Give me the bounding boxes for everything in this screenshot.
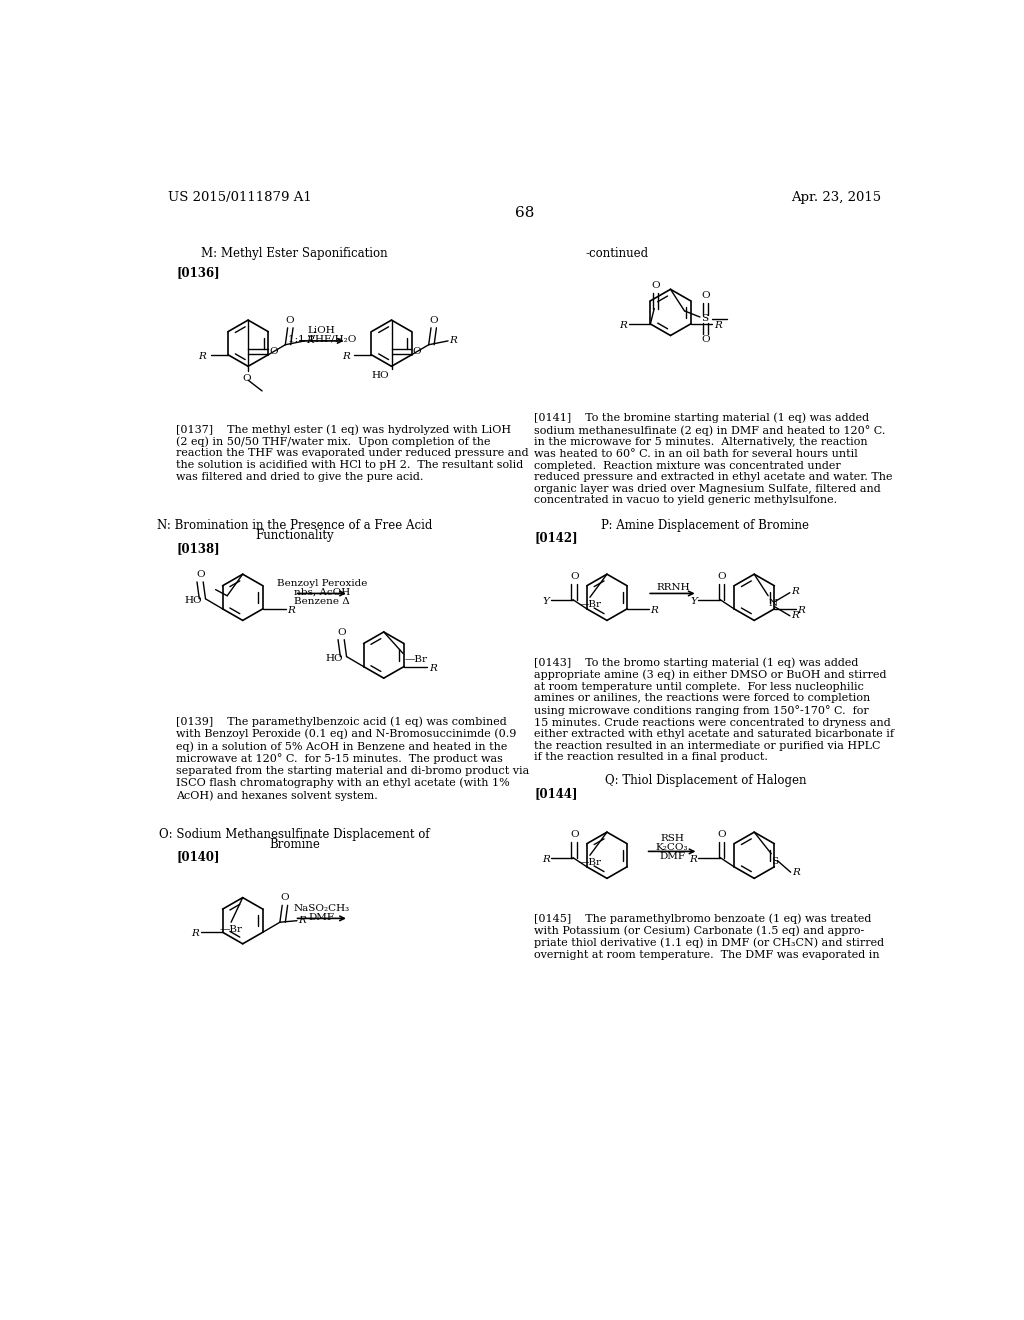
Text: —Br: —Br: [404, 655, 428, 664]
Text: R: R: [798, 606, 806, 615]
Text: R: R: [298, 916, 306, 925]
Text: HO: HO: [325, 653, 343, 663]
Text: HO: HO: [184, 595, 202, 605]
Text: R: R: [542, 854, 550, 863]
Text: RRNH: RRNH: [656, 582, 689, 591]
Text: [0145]    The paramethylbromo benzoate (1 eq) was treated
with Potassium (or Ces: [0145] The paramethylbromo benzoate (1 e…: [535, 913, 885, 960]
Text: R: R: [429, 664, 436, 673]
Text: O: O: [413, 347, 421, 356]
Text: R: R: [199, 352, 206, 360]
Text: R: R: [620, 321, 627, 330]
Text: O: O: [701, 292, 710, 300]
Text: P: Amine Displacement of Bromine: P: Amine Displacement of Bromine: [601, 519, 809, 532]
Text: M: Methyl Ester Saponification: M: Methyl Ester Saponification: [202, 247, 388, 260]
Text: R: R: [792, 611, 800, 620]
Text: —Br: —Br: [219, 924, 243, 933]
Text: R: R: [342, 352, 349, 360]
Text: S: S: [771, 857, 778, 866]
Text: Functionality: Functionality: [255, 529, 334, 541]
Text: US 2015/0111879 A1: US 2015/0111879 A1: [168, 190, 312, 203]
Text: O: O: [197, 570, 205, 578]
Text: DMF: DMF: [309, 913, 335, 921]
Text: O: O: [269, 347, 278, 356]
Text: S: S: [701, 314, 709, 323]
Text: DMF: DMF: [659, 853, 685, 861]
Text: O: Sodium Methanesulfinate Displacement of: O: Sodium Methanesulfinate Displacement …: [160, 829, 430, 841]
Text: [0137]    The methyl ester (1 eq) was hydrolyzed with LiOH
(2 eq) in 50/50 THF/w: [0137] The methyl ester (1 eq) was hydro…: [176, 424, 528, 482]
Text: 1:1 THF/H₂O: 1:1 THF/H₂O: [288, 335, 356, 343]
Text: —Br: —Br: [579, 599, 601, 609]
Text: O: O: [338, 627, 346, 636]
Text: RSH: RSH: [660, 834, 684, 842]
Text: R: R: [714, 321, 722, 330]
Text: R: R: [689, 854, 697, 863]
Text: O: O: [570, 830, 579, 840]
Text: R: R: [793, 867, 800, 876]
Text: R: R: [650, 606, 658, 615]
Text: O: O: [286, 315, 294, 325]
Text: LiOH: LiOH: [308, 326, 336, 335]
Text: HO: HO: [372, 371, 389, 380]
Text: O: O: [718, 830, 726, 840]
Text: K₂CO₃: K₂CO₃: [655, 843, 688, 851]
Text: Y: Y: [690, 597, 697, 606]
Text: O: O: [570, 572, 579, 581]
Text: O: O: [718, 572, 726, 581]
Text: N: Bromination in the Presence of a Free Acid: N: Bromination in the Presence of a Free…: [157, 519, 432, 532]
Text: Q: Thiol Displacement of Halogen: Q: Thiol Displacement of Halogen: [604, 775, 806, 788]
Text: Y: Y: [543, 597, 550, 606]
Text: [0139]    The paramethylbenzoic acid (1 eq) was combined
with Benzoyl Peroxide (: [0139] The paramethylbenzoic acid (1 eq)…: [176, 717, 529, 800]
Text: —Br: —Br: [579, 858, 601, 866]
Text: [0143]    To the bromo starting material (1 eq) was added
appropriate amine (3 e: [0143] To the bromo starting material (1…: [535, 657, 894, 763]
Text: Apr. 23, 2015: Apr. 23, 2015: [792, 190, 882, 203]
Text: R: R: [288, 606, 296, 615]
Text: NaSO₂CH₃: NaSO₂CH₃: [294, 904, 350, 912]
Text: [0138]: [0138]: [176, 543, 220, 554]
Text: [0142]: [0142]: [535, 531, 578, 544]
Text: O: O: [281, 894, 289, 903]
Text: [0141]    To the bromine starting material (1 eq) was added
sodium methanesulfin: [0141] To the bromine starting material …: [535, 412, 893, 506]
Text: -continued: -continued: [586, 247, 648, 260]
Text: [0136]: [0136]: [176, 267, 220, 280]
Text: R: R: [191, 929, 200, 939]
Text: [0140]: [0140]: [176, 850, 219, 863]
Text: [0144]: [0144]: [535, 787, 578, 800]
Text: nbs, AcOH: nbs, AcOH: [294, 589, 350, 597]
Text: 68: 68: [515, 206, 535, 220]
Text: Benzene Δ: Benzene Δ: [294, 597, 349, 606]
Text: R: R: [792, 586, 800, 595]
Text: O: O: [701, 335, 710, 345]
Text: N: N: [768, 599, 777, 607]
Text: Bromine: Bromine: [269, 838, 321, 851]
Text: O: O: [429, 315, 437, 325]
Text: O: O: [243, 374, 251, 383]
Text: Benzoyl Peroxide: Benzoyl Peroxide: [276, 578, 367, 587]
Text: R: R: [450, 337, 458, 346]
Text: R: R: [306, 337, 314, 346]
Text: O: O: [651, 281, 660, 290]
